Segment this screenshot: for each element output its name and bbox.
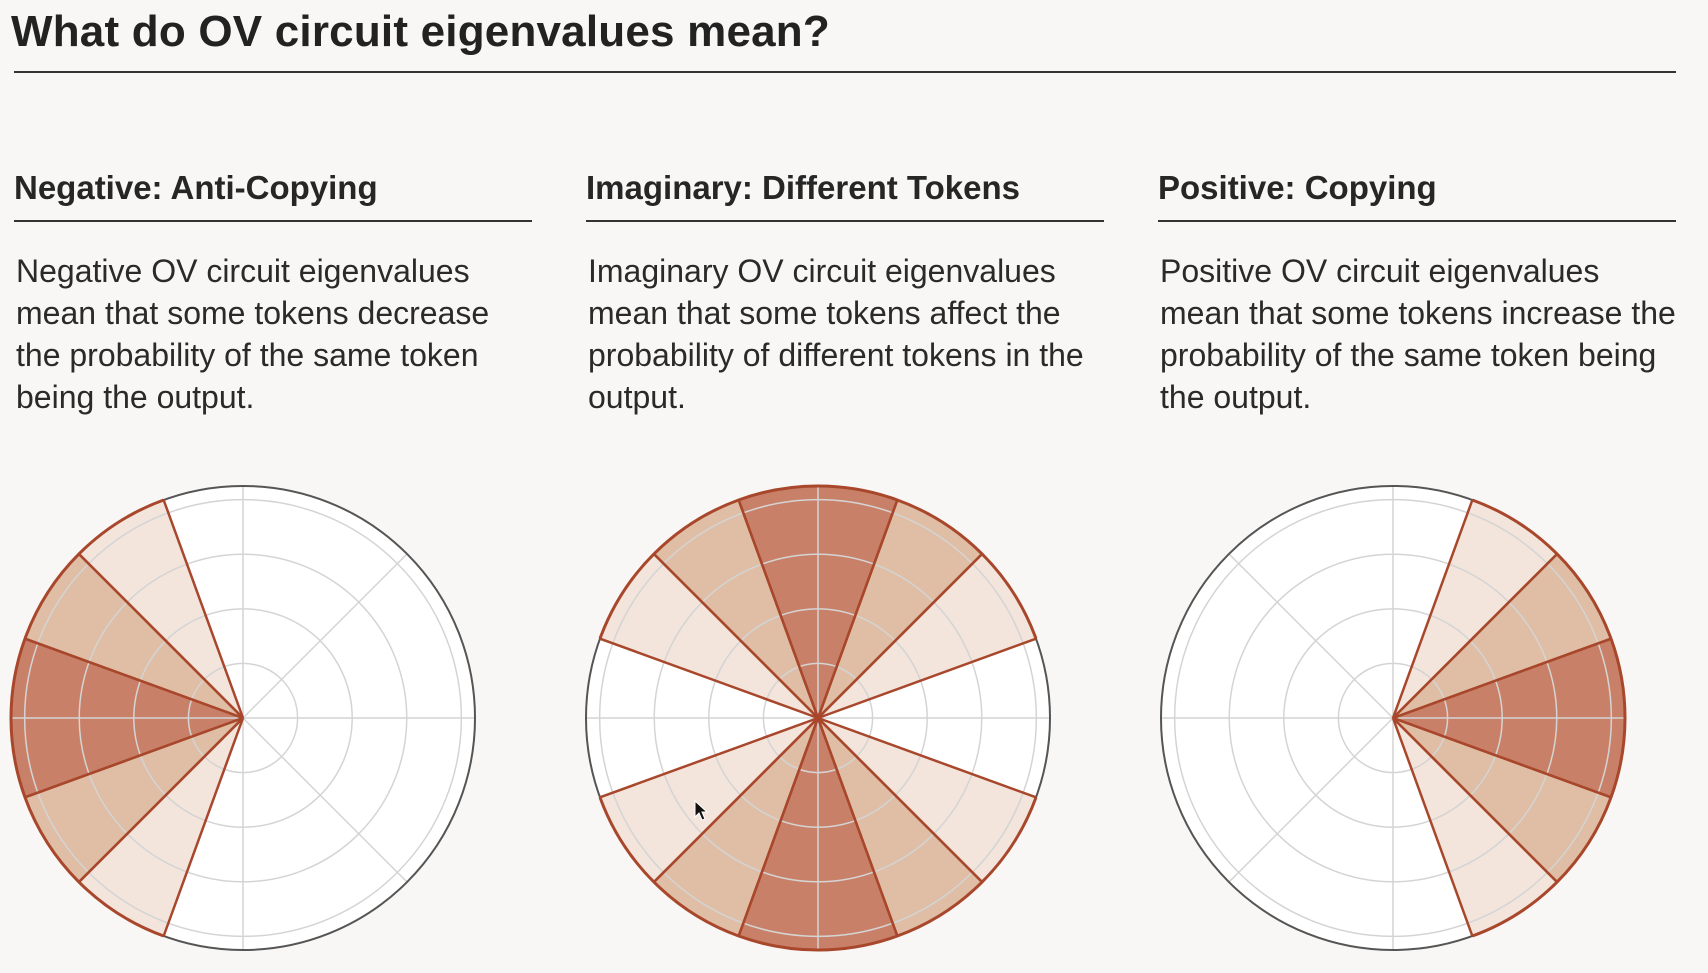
mouse-pointer-icon: [694, 800, 709, 821]
wedge-fill: [24, 553, 243, 718]
section-imaginary: Imaginary: Different Tokens Imaginary OV…: [586, 168, 1104, 418]
section-divider-positive: [1158, 220, 1676, 222]
wedge-edge: [1392, 717, 1558, 883]
wedge-fill: [78, 499, 243, 718]
wedge-arc: [77, 498, 165, 556]
wedge-edge: [817, 716, 1037, 799]
section-divider-negative: [14, 220, 532, 222]
wedge-fill: [818, 718, 1037, 883]
wedge-arc: [738, 484, 898, 502]
wedge-edge: [653, 717, 819, 883]
wedge-fill: [1393, 718, 1558, 937]
wedge-edge: [24, 637, 244, 720]
wedge-edge: [78, 717, 244, 883]
section-body-negative: Negative OV circuit eigenvalues mean tha…: [16, 253, 490, 415]
wedge-fill: [1393, 718, 1612, 883]
wedge-arc: [9, 638, 27, 798]
section-body-positive: Positive OV circuit eigenvalues mean tha…: [1160, 253, 1676, 415]
wedge-arc: [652, 880, 740, 938]
wedge-arc: [1555, 796, 1613, 884]
wedge-edge: [737, 499, 820, 719]
section-heading-positive: Positive: Copying: [1158, 169, 1437, 206]
wedge-arc: [1609, 638, 1627, 798]
wedge-fill: [818, 553, 1037, 718]
wedge-arc: [598, 552, 656, 640]
wedge-edge: [1392, 637, 1612, 720]
wedge-edge: [653, 553, 819, 719]
wedge-edge: [78, 553, 244, 719]
wedge-fill: [818, 499, 983, 718]
wedge-arc: [652, 498, 740, 556]
wedge-fill: [1393, 499, 1558, 718]
wedge-edge: [162, 499, 245, 719]
wedge-fill: [599, 553, 818, 718]
section-body-imaginary: Imaginary OV circuit eigenvalues mean th…: [588, 253, 1084, 415]
wedge-arc: [1471, 498, 1559, 556]
wedge-edge: [1392, 553, 1558, 719]
polar-diagram-positive: [1160, 485, 1627, 951]
wedge-edge: [1391, 717, 1474, 937]
page-title: What do OV circuit eigenvalues mean?: [11, 7, 830, 56]
wedge-arc: [896, 880, 984, 938]
wedge-edge: [816, 717, 899, 937]
wedge-edge: [599, 637, 819, 720]
section-heading-imaginary: Imaginary: Different Tokens: [586, 169, 1020, 206]
wedge-arc: [23, 796, 81, 884]
wedge-edge: [817, 637, 1037, 720]
wedge-edge: [817, 553, 983, 719]
section-positive: Positive: Copying Positive OV circuit ei…: [1158, 168, 1676, 418]
section-negative: Negative: Anti-Copying Negative OV circu…: [14, 168, 532, 418]
wedge-arc: [980, 552, 1038, 640]
wedge-fill: [1393, 553, 1612, 718]
wedge-arc: [1471, 880, 1559, 938]
wedge-arc: [980, 796, 1038, 884]
wedge-fill: [818, 718, 983, 937]
wedge-edge: [599, 716, 819, 799]
section-divider-imaginary: [586, 220, 1104, 222]
wedge-arc: [1555, 552, 1613, 640]
polar-diagram-imaginary: [585, 484, 1051, 952]
wedge-fill: [599, 718, 818, 883]
wedge-edge: [24, 716, 244, 799]
wedge-arc: [77, 880, 165, 938]
title-divider: [14, 71, 1676, 73]
wedge-arc: [896, 498, 984, 556]
wedge-fill: [78, 718, 243, 937]
wedge-fill: [653, 499, 818, 718]
wedge-edge: [1392, 716, 1612, 799]
wedge-arc: [598, 796, 656, 884]
polar-diagram-negative: [9, 485, 476, 951]
section-heading-negative: Negative: Anti-Copying: [14, 169, 378, 206]
wedge-arc: [23, 552, 81, 640]
wedge-arc: [738, 934, 898, 952]
wedge-fill: [653, 718, 818, 937]
wedge-fill: [24, 718, 243, 883]
wedge-edge: [162, 717, 245, 937]
wedge-edge: [816, 499, 899, 719]
wedge-edge: [1391, 499, 1474, 719]
wedge-edge: [817, 717, 983, 883]
wedge-edge: [737, 717, 820, 937]
